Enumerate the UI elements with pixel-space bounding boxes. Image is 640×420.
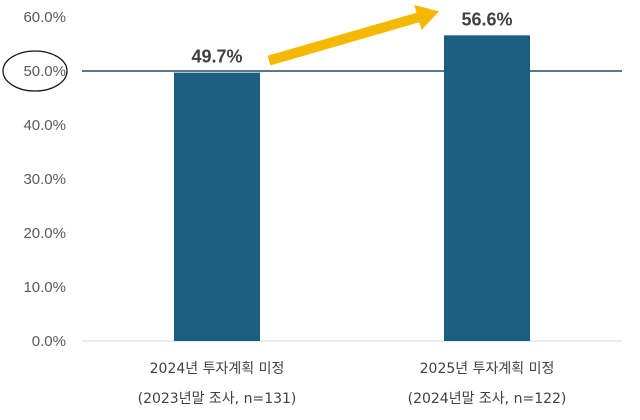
category-labels: 2024년 투자계획 미정 (2023년말 조사, n=131) 2025년 투자계… xyxy=(138,361,567,407)
y-tick-label: 50.0% xyxy=(23,63,66,80)
x-category-label: (2023년말 조사, n=131) xyxy=(138,391,297,407)
y-tick-label: 60.0% xyxy=(23,9,66,26)
data-labels: 49.7% 56.6% xyxy=(191,9,512,66)
increase-arrow xyxy=(267,5,439,66)
y-tick-label: 10.0% xyxy=(23,279,66,296)
x-category-label: 2024년 투자계획 미정 xyxy=(150,361,285,377)
y-axis: 0.0% 10.0% 20.0% 30.0% 40.0% 50.0% 60.0% xyxy=(23,9,66,350)
bar xyxy=(444,35,530,342)
highlight-ellipse xyxy=(2,50,68,92)
bars xyxy=(174,35,530,342)
bar-data-label: 56.6% xyxy=(461,9,512,29)
bar-data-label: 49.7% xyxy=(191,47,242,67)
y-tick-label: 0.0% xyxy=(32,333,66,350)
y-tick-label: 40.0% xyxy=(23,117,66,134)
x-category-label: (2024년말 조사, n=122) xyxy=(408,391,567,407)
arrow-shape xyxy=(267,5,439,66)
x-category-label: 2025년 투자계획 미정 xyxy=(420,361,555,377)
bar xyxy=(174,72,260,342)
y-tick-label: 30.0% xyxy=(23,171,66,188)
y-tick-label: 20.0% xyxy=(23,225,66,242)
